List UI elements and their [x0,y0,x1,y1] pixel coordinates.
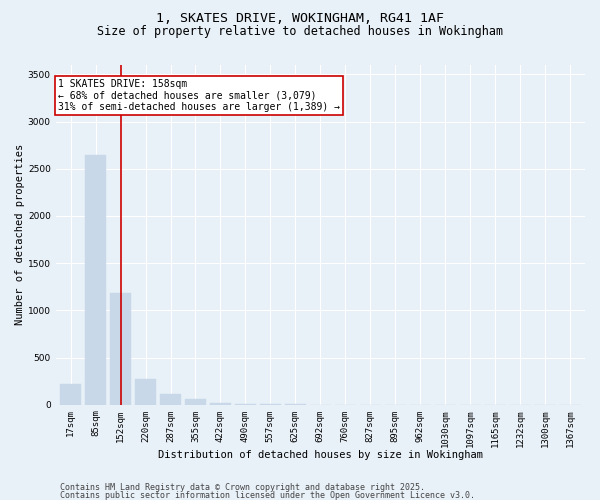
Bar [60,384,81,404]
Text: Contains HM Land Registry data © Crown copyright and database right 2025.: Contains HM Land Registry data © Crown c… [60,483,425,492]
Bar [210,403,231,404]
Bar [135,380,156,404]
Text: 1, SKATES DRIVE, WOKINGHAM, RG41 1AF: 1, SKATES DRIVE, WOKINGHAM, RG41 1AF [156,12,444,26]
Text: 1 SKATES DRIVE: 158sqm
← 68% of detached houses are smaller (3,079)
31% of semi-: 1 SKATES DRIVE: 158sqm ← 68% of detached… [58,79,340,112]
Text: Contains public sector information licensed under the Open Government Licence v3: Contains public sector information licen… [60,490,475,500]
Text: Size of property relative to detached houses in Wokingham: Size of property relative to detached ho… [97,25,503,38]
Bar [185,399,206,404]
Bar [110,294,131,405]
Y-axis label: Number of detached properties: Number of detached properties [15,144,25,326]
Bar [85,154,106,404]
Bar [160,394,181,404]
X-axis label: Distribution of detached houses by size in Wokingham: Distribution of detached houses by size … [158,450,483,460]
